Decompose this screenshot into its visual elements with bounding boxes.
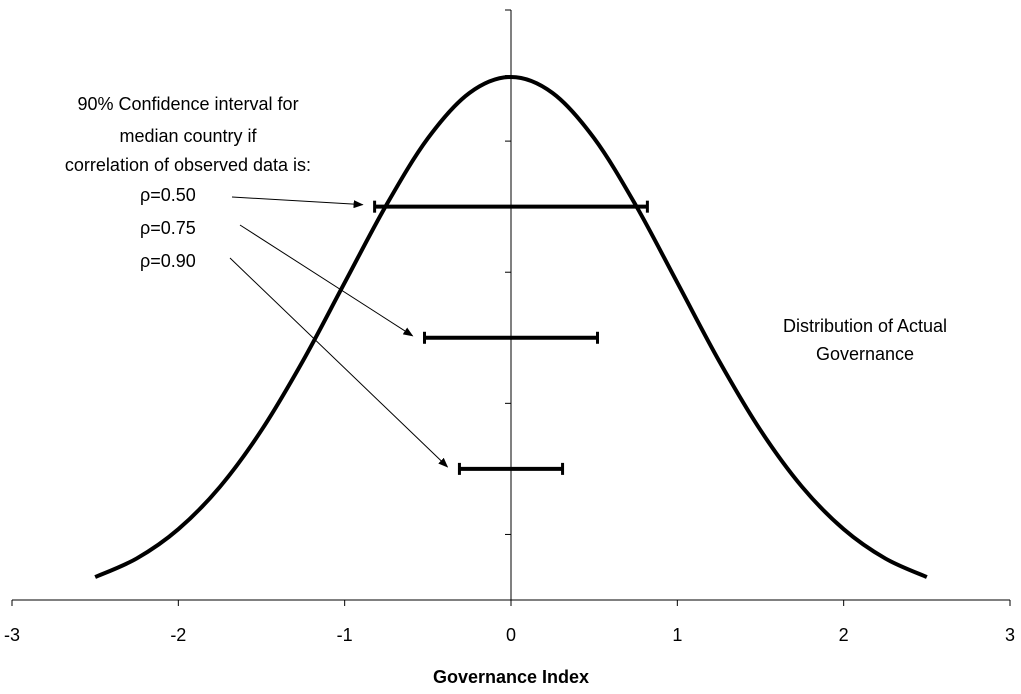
curve-label: Distribution of Actual [783,316,947,336]
x-tick-label: 2 [839,625,849,645]
x-tick-label: 3 [1005,625,1015,645]
arrow [231,196,364,209]
arrow [239,224,414,337]
interval-label: ρ=0.90 [140,251,196,271]
x-tick-label: -1 [337,625,353,645]
x-tick-label: 1 [672,625,682,645]
x-tick-label: 0 [506,625,516,645]
arrow [229,257,449,468]
curve-label: Governance [816,344,914,364]
annotation: correlation of observed data is: [65,155,311,175]
interval-label: ρ=0.75 [140,218,196,238]
distribution-curve [94,74,928,579]
annotation: 90% Confidence interval for [77,94,298,114]
interval-label: ρ=0.50 [140,185,196,205]
x-tick-label: -2 [170,625,186,645]
annotation: median country if [119,126,257,146]
x-tick-label: -3 [4,625,20,645]
x-axis-label: Governance Index [433,667,589,687]
